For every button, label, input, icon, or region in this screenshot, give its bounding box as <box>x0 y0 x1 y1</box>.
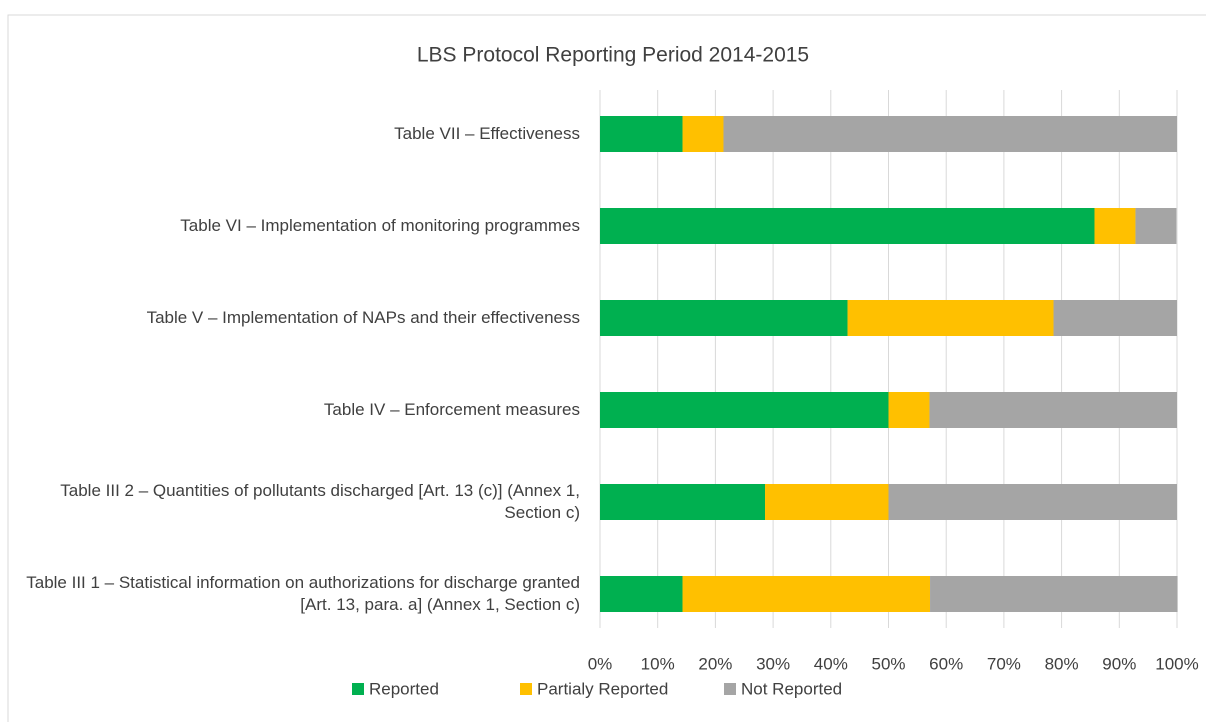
x-tick-label: 50% <box>871 654 905 673</box>
bar-segment <box>600 116 683 152</box>
x-tick-label: 90% <box>1102 654 1136 673</box>
bar-segment <box>929 392 1177 428</box>
bar-segment <box>682 116 724 152</box>
legend-swatch <box>724 683 736 695</box>
legend-label: Not Reported <box>741 679 842 698</box>
bar-segment <box>600 576 683 612</box>
x-tick-label: 60% <box>929 654 963 673</box>
x-tick-label: 80% <box>1045 654 1079 673</box>
legend-label: Reported <box>369 679 439 698</box>
bar-segment <box>600 484 766 520</box>
bar-segment <box>930 576 1178 612</box>
bar-segment <box>600 208 1095 244</box>
x-tick-label: 70% <box>987 654 1021 673</box>
x-tick-label: 40% <box>814 654 848 673</box>
y-tick-label: Table IV – Enforcement measures <box>323 400 580 419</box>
x-tick-label: 30% <box>756 654 790 673</box>
legend-swatch <box>352 683 364 695</box>
y-tick-label: Table VII – Effectiveness <box>394 124 580 143</box>
bar-segment <box>682 576 931 612</box>
bar-segment <box>1053 300 1177 336</box>
y-tick-label: Table VI – Implementation of monitoring … <box>180 216 580 235</box>
bar-segment <box>847 300 1054 336</box>
bar-segment <box>600 392 889 428</box>
bar-segment <box>888 484 1177 520</box>
x-tick-label: 0% <box>588 654 613 673</box>
y-tick-label: Table III 1 – Statistical information on… <box>26 573 580 614</box>
bar-segment <box>888 392 930 428</box>
bar-segment <box>765 484 889 520</box>
chart-border <box>7 14 1206 722</box>
x-tick-label: 10% <box>641 654 675 673</box>
legend-label: Partialy Reported <box>537 679 668 698</box>
chart-title: LBS Protocol Reporting Period 2014-2015 <box>417 44 809 67</box>
bar-segment <box>1094 208 1136 244</box>
x-tick-label: 100% <box>1155 654 1198 673</box>
y-tick-label: Table V – Implementation of NAPs and the… <box>146 308 580 327</box>
x-tick-label: 20% <box>698 654 732 673</box>
bar-segment <box>600 300 848 336</box>
bar-segment <box>1135 208 1177 244</box>
bar-segment <box>723 116 1177 152</box>
legend-swatch <box>520 683 532 695</box>
y-tick-label: Table III 2 – Quantities of pollutants d… <box>60 481 580 522</box>
